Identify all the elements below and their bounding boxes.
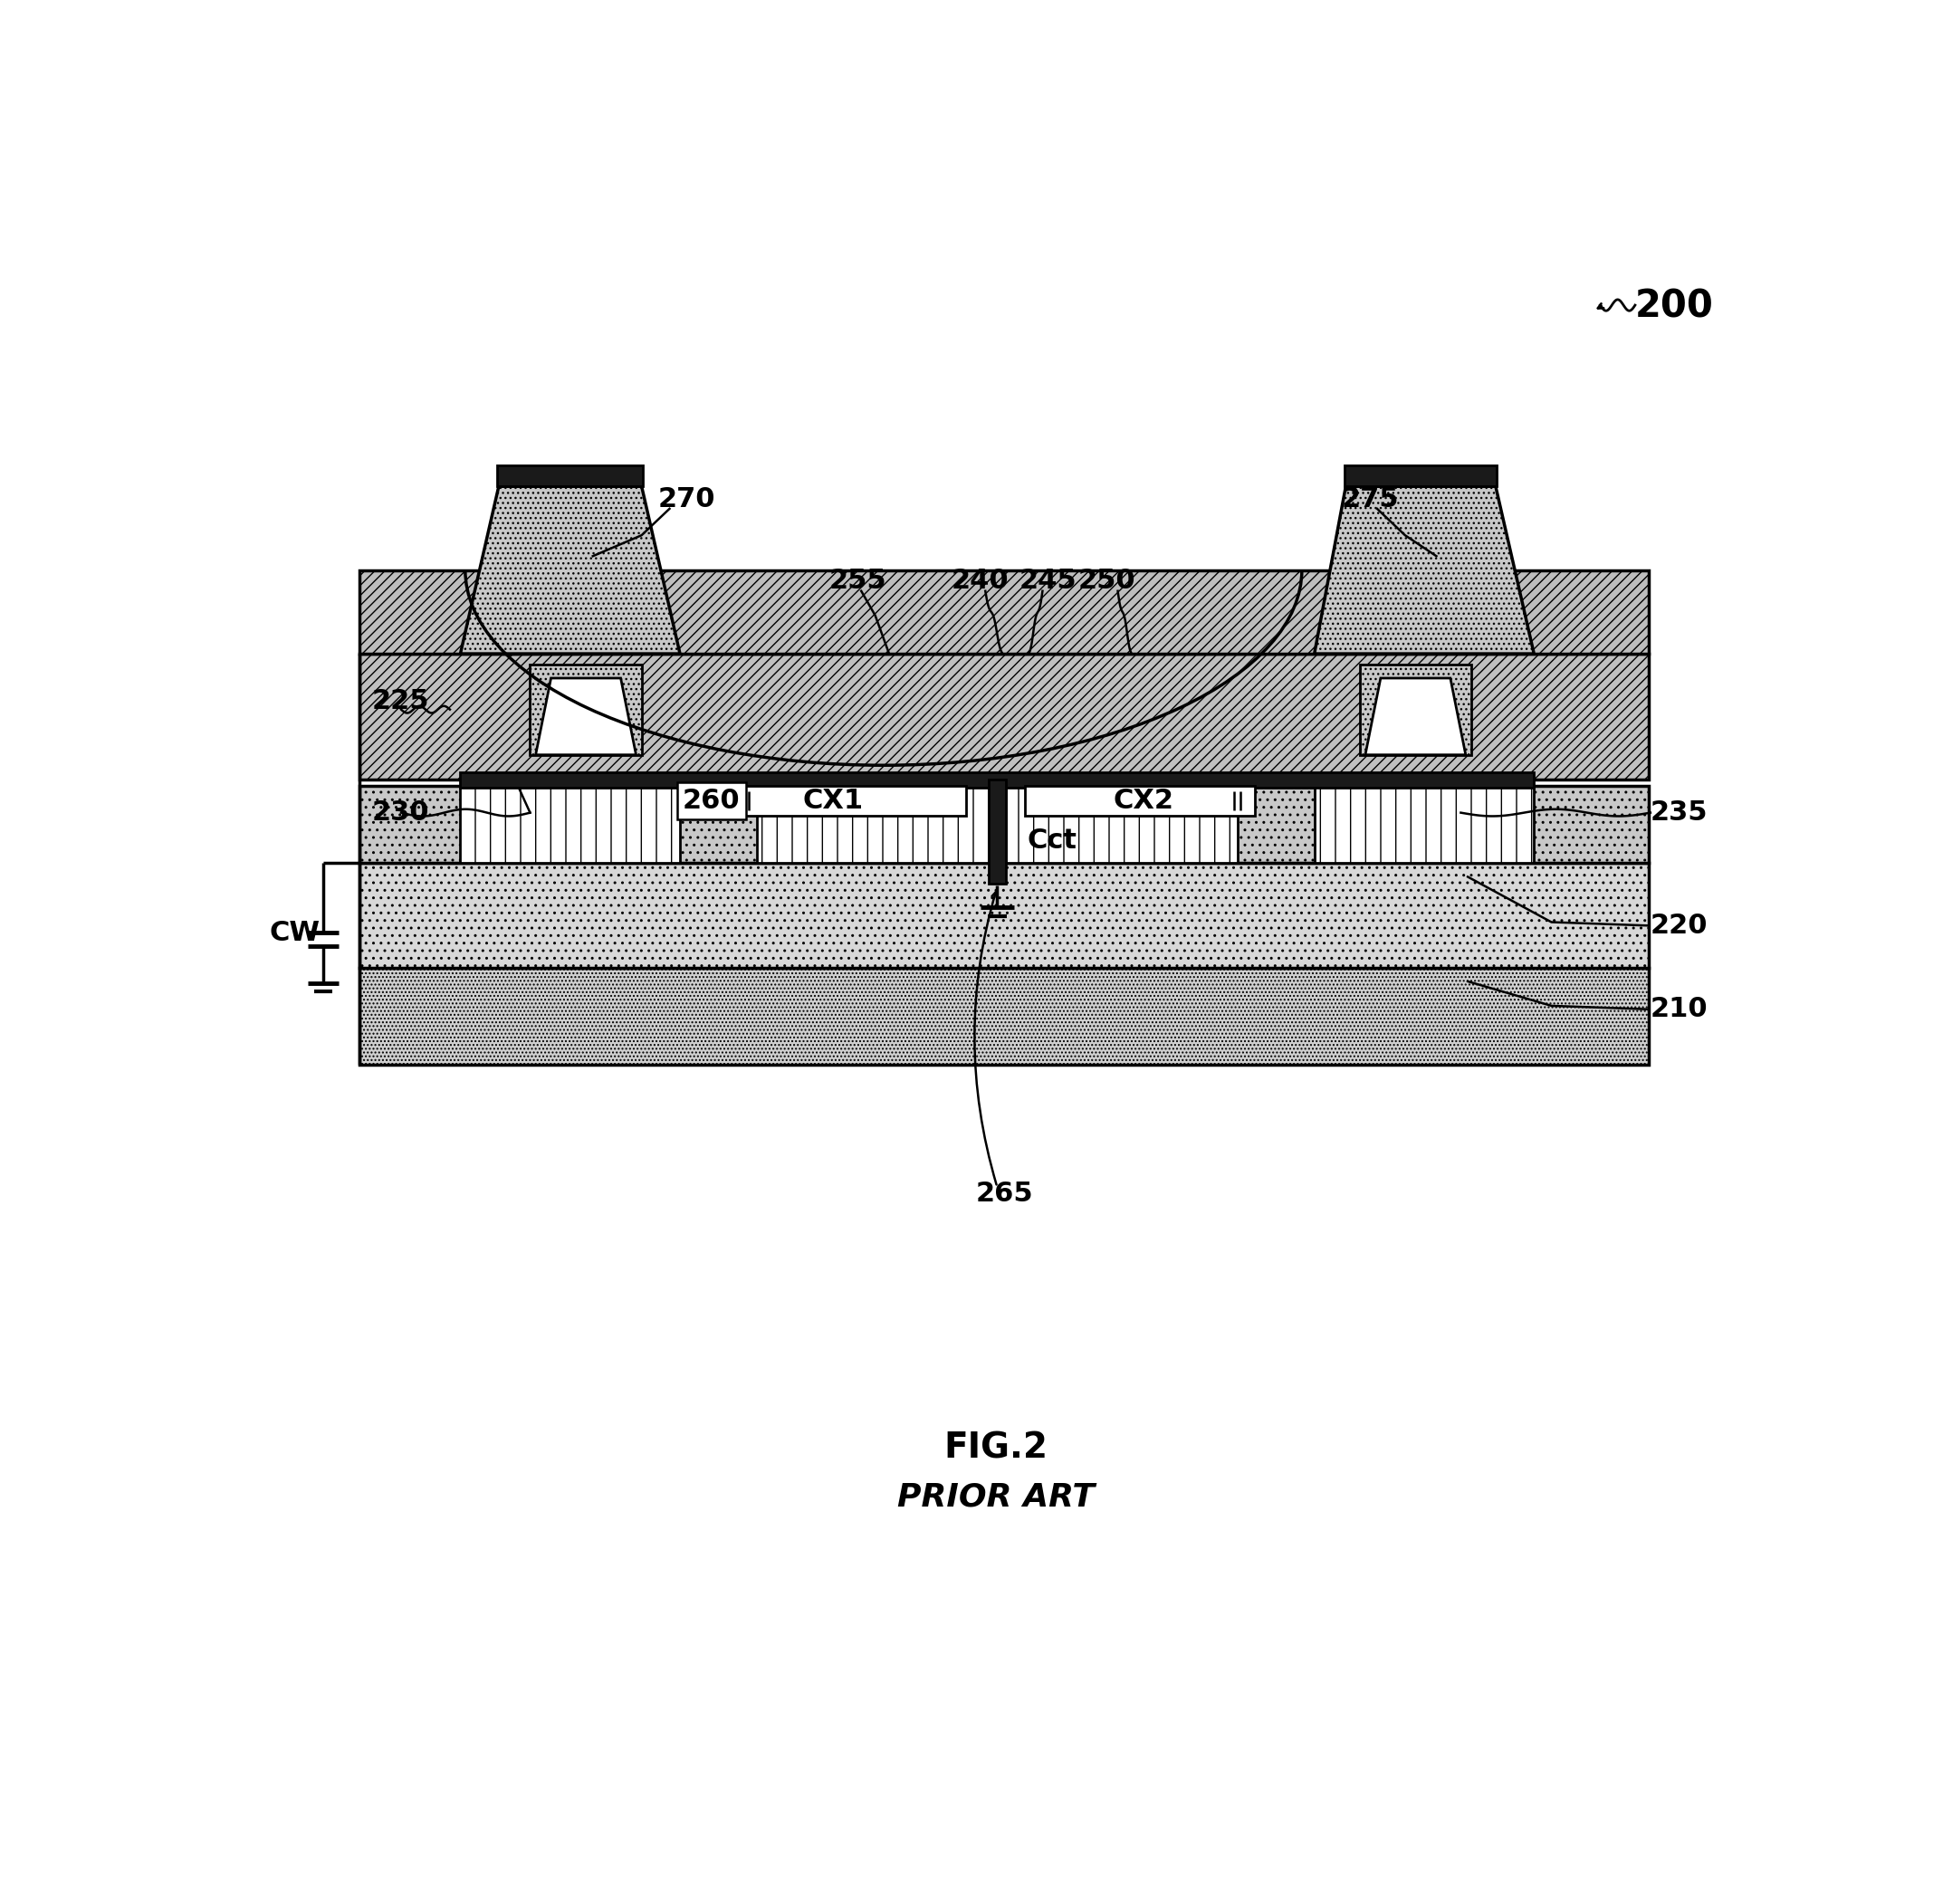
Text: 200: 200: [1636, 288, 1714, 326]
Bar: [1360, 664, 1471, 754]
Text: 270: 270: [659, 486, 715, 512]
Text: Cct: Cct: [1028, 828, 1076, 853]
Bar: [359, 863, 1650, 967]
Bar: [736, 786, 966, 815]
Text: 245: 245: [1020, 567, 1076, 594]
Bar: [1345, 465, 1496, 486]
Text: 265: 265: [975, 1180, 1034, 1207]
Text: FIG.2: FIG.2: [944, 1432, 1047, 1466]
Polygon shape: [1313, 486, 1533, 653]
Bar: [460, 773, 1533, 788]
Text: CX2: CX2: [1113, 788, 1174, 813]
Text: 250: 250: [1078, 567, 1135, 594]
Bar: [359, 653, 1650, 779]
Bar: [989, 779, 1006, 883]
Bar: [359, 569, 1650, 653]
Polygon shape: [536, 678, 635, 754]
Text: 260: 260: [682, 788, 740, 813]
Bar: [359, 786, 1650, 863]
Text: 275: 275: [1341, 486, 1399, 512]
Text: 235: 235: [1650, 800, 1708, 826]
Text: 230: 230: [371, 800, 429, 826]
Text: CX1: CX1: [802, 788, 865, 813]
Text: PRIOR ART: PRIOR ART: [898, 1481, 1094, 1512]
Bar: [359, 967, 1650, 1064]
Bar: [1313, 786, 1533, 863]
Polygon shape: [460, 486, 680, 653]
Bar: [1006, 786, 1238, 863]
Text: 210: 210: [1650, 996, 1708, 1022]
Text: 220: 220: [1650, 912, 1708, 939]
Text: 225: 225: [371, 687, 429, 714]
Text: 255: 255: [830, 567, 886, 594]
Bar: [460, 786, 680, 863]
Text: CW: CW: [270, 920, 321, 946]
Text: 240: 240: [950, 567, 1008, 594]
Polygon shape: [1366, 678, 1465, 754]
Bar: [497, 465, 643, 486]
Bar: [756, 786, 989, 863]
Bar: [1026, 786, 1255, 815]
Bar: [530, 664, 641, 754]
